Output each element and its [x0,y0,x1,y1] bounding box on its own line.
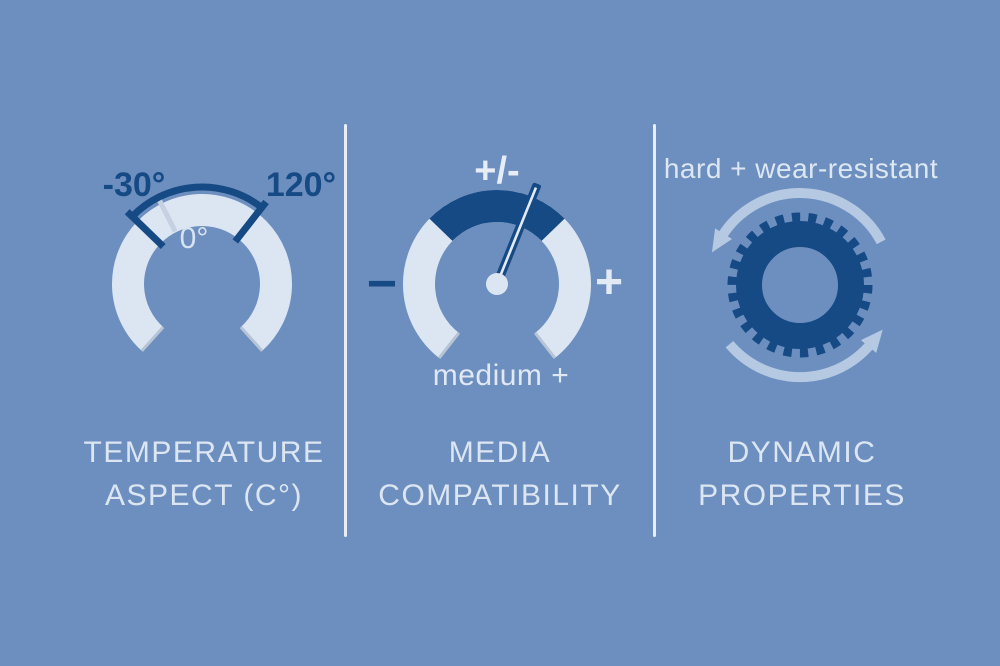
media-plus-label: + [594,256,624,309]
ring-end-bevel [534,331,557,360]
range-arc [129,183,264,220]
temperature-min-label: -30° [102,166,166,204]
panel-title-media: MEDIA COMPATIBILITY [330,431,670,517]
gear-teeth [727,212,873,358]
gear-caption-label: hard + wear-resistant [663,153,939,184]
temperature-max-label: 120° [265,166,337,204]
ring-end-bevel [437,331,460,360]
zero-tick [154,194,178,233]
gauge-ring [112,194,292,351]
temperature-gauge-icon [112,183,292,352]
gear-body [736,221,864,349]
gauge-needle [486,182,542,295]
ring-end-bevel [239,326,264,352]
needle-hub [486,273,508,295]
meter-gauge-icon [403,182,591,360]
gauge-segment [429,190,565,242]
range-tick-min [124,209,166,250]
panel-divider-right [653,124,656,537]
rotation-arrow-top [717,188,886,245]
range-tick-max [232,199,269,244]
media-plusminus-label: +/- [474,150,520,192]
rotating-gear-icon [711,188,886,383]
media-reading-label: medium + [432,359,570,392]
panel-divider-left [344,124,347,537]
media-minus-label: − [366,255,398,313]
arrowhead [711,228,733,253]
title-line: ASPECT (C°) [105,479,303,512]
title-line: DYNAMIC [727,436,877,469]
title-line: MEDIA [448,436,552,469]
title-line: COMPATIBILITY [378,479,622,512]
needle-core [497,187,538,281]
title-line: PROPERTIES [698,479,906,512]
ring-end-bevel [140,326,165,352]
panel-title-temperature: TEMPERATURE ASPECT (C°) [34,431,374,517]
title-line: TEMPERATURE [83,436,325,469]
arrowhead [860,329,883,353]
panel-title-dynamic: DYNAMIC PROPERTIES [632,431,972,517]
rotation-arrow-bottom [725,340,875,383]
temperature-zero-label: 0° [179,222,209,255]
